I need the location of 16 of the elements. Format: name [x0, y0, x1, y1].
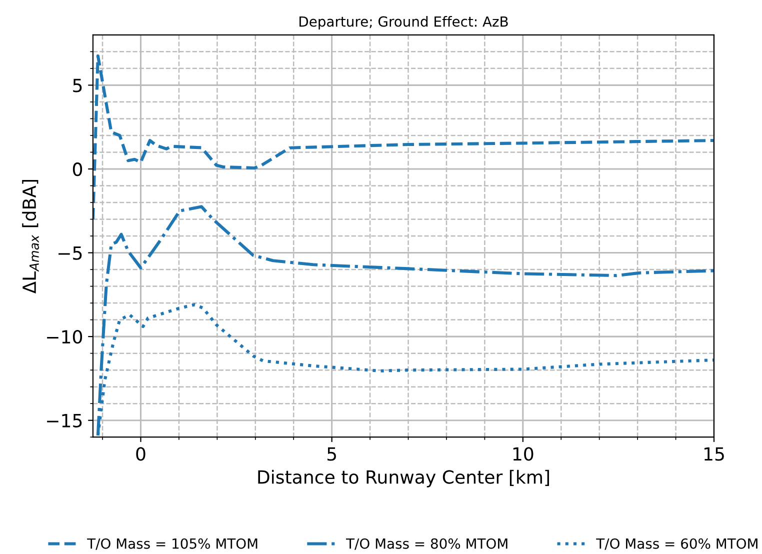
y-tick-label: −5	[58, 246, 82, 260]
y-tick-label: −10	[47, 330, 82, 344]
x-tick-label: 0	[136, 447, 146, 461]
y-axis-title: ΔL$_{Amax}$ [dBA]	[22, 180, 39, 294]
x-tick-label: 15	[704, 447, 724, 461]
chart-title: Departure; Ground Effect: AzB	[300, 16, 508, 30]
y-tick-label: 5	[73, 78, 82, 92]
y-tick-label: −15	[47, 414, 82, 428]
x-tick-label: 5	[327, 447, 336, 461]
legend-label: T/O Mass = 80% MTOM	[346, 538, 508, 550]
legend-label: T/O Mass = 60% MTOM	[596, 538, 758, 550]
legend-label: T/O Mass = 105% MTOM	[87, 538, 258, 550]
line-series	[92, 54, 714, 221]
x-tick-label: 10	[513, 447, 534, 461]
y-tick-label: 0	[72, 162, 82, 176]
x-axis-title: Distance to Runway Center [km]	[258, 470, 549, 488]
